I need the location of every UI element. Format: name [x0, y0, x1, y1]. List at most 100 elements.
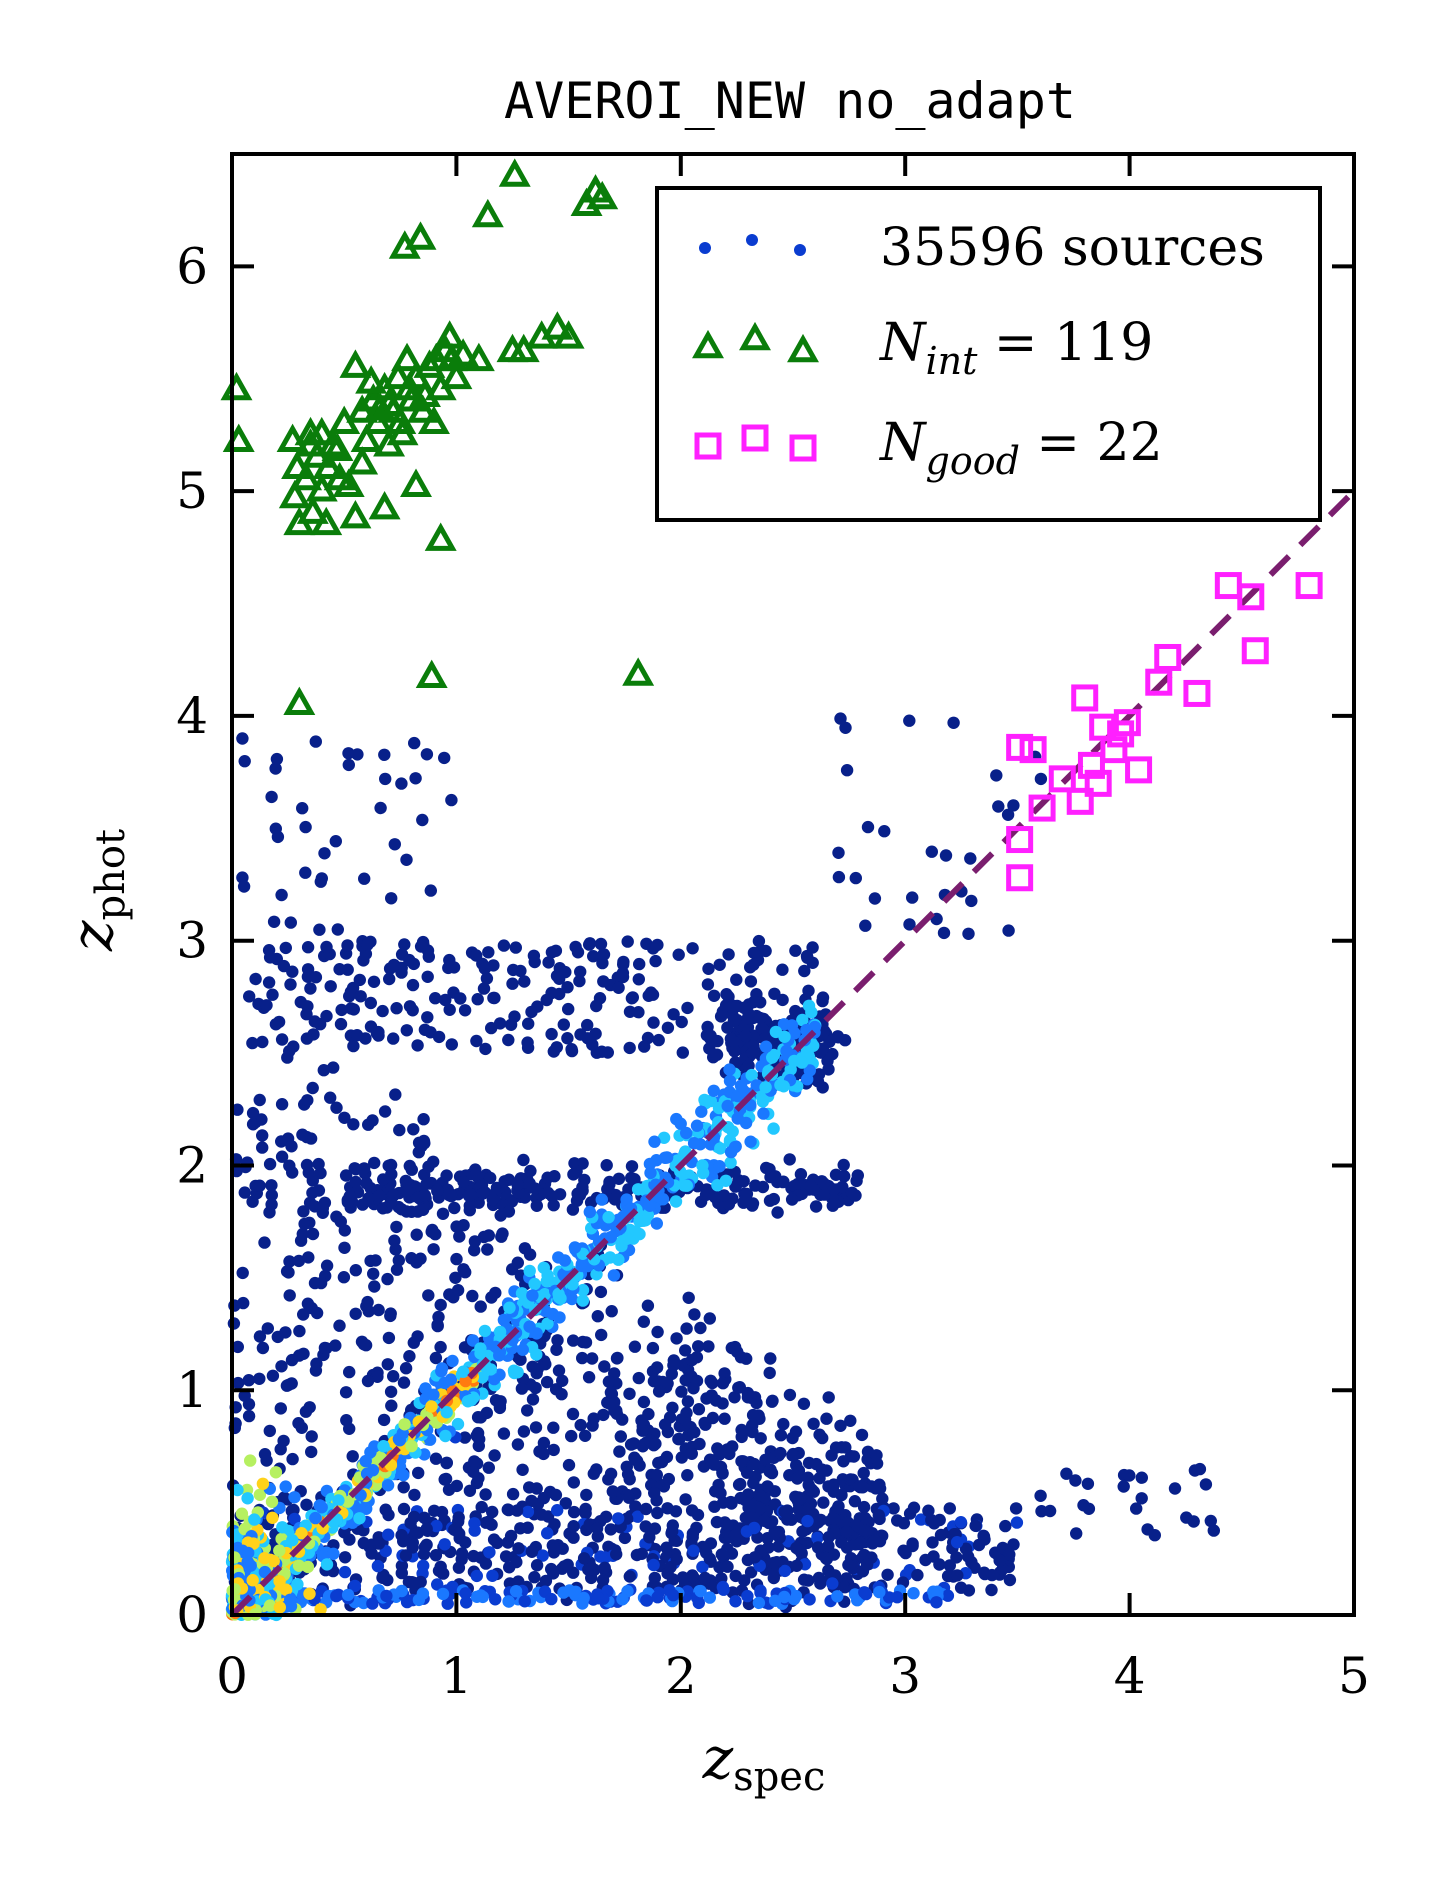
y-tick-label: 0	[176, 1586, 208, 1644]
source-dot	[390, 1263, 404, 1276]
source-dot	[990, 769, 1003, 782]
source-dot	[528, 955, 541, 969]
source-dot	[395, 1529, 408, 1542]
source-dot	[839, 721, 852, 734]
source-dot	[338, 1565, 352, 1579]
source-dot	[646, 1341, 660, 1355]
source-dot	[341, 939, 354, 952]
source-dot	[315, 1501, 328, 1514]
source-dot	[780, 1044, 793, 1058]
source-dot	[605, 1305, 618, 1318]
x-tick-label: 5	[1338, 1647, 1370, 1705]
source-dot	[237, 880, 251, 893]
source-dot	[873, 1585, 886, 1599]
source-dot	[869, 1482, 882, 1495]
source-dot	[302, 1251, 315, 1264]
source-dot	[611, 1351, 624, 1365]
source-dot	[317, 1064, 330, 1077]
source-dot	[644, 1166, 657, 1180]
source-dot	[1199, 1478, 1213, 1491]
source-dot	[947, 716, 960, 729]
source-dot	[545, 1027, 558, 1041]
source-dot	[1204, 1514, 1218, 1528]
source-dot	[348, 1162, 361, 1175]
source-dot	[241, 1492, 254, 1505]
source-dot	[242, 1409, 256, 1423]
x-tick-label: 4	[1114, 1647, 1146, 1705]
source-dot	[488, 1372, 501, 1386]
source-dot	[395, 1559, 409, 1573]
source-dot	[388, 838, 401, 851]
source-dot	[508, 1010, 521, 1023]
source-dot	[832, 846, 845, 859]
source-dot	[493, 1399, 507, 1413]
source-dot	[379, 772, 392, 786]
source-dot	[587, 950, 600, 963]
source-dot	[367, 1267, 380, 1281]
source-dot	[531, 1497, 545, 1511]
source-dot	[722, 948, 735, 961]
source-dot	[301, 1094, 314, 1107]
source-dot	[420, 748, 434, 761]
source-dot	[1007, 799, 1020, 812]
source-dot	[667, 1008, 680, 1021]
source-dot	[716, 1467, 729, 1480]
source-dot	[760, 1161, 773, 1175]
source-dot	[606, 1485, 619, 1498]
chart-title: AVEROI_NEW no_adapt	[504, 72, 1076, 130]
source-dot	[451, 1284, 465, 1297]
source-dot	[306, 1227, 320, 1241]
source-dot	[523, 1264, 536, 1278]
source-dot	[742, 1059, 755, 1072]
source-dot	[450, 1220, 463, 1233]
source-dot	[485, 1518, 498, 1531]
source-dot	[468, 1235, 482, 1248]
source-dot	[343, 1422, 356, 1436]
source-dot	[670, 1332, 683, 1345]
outlier-triangle	[433, 320, 466, 349]
source-dot	[501, 1503, 514, 1516]
source-dot	[531, 1362, 544, 1376]
source-dot	[629, 1500, 642, 1513]
source-dot	[429, 1228, 442, 1241]
source-dot	[338, 1241, 351, 1255]
source-dot	[263, 1206, 276, 1219]
source-dot	[576, 1597, 589, 1610]
x-tick-labels: 0 1 2 3 4 5	[216, 1647, 1370, 1705]
source-dot	[1187, 1515, 1200, 1528]
outlier-triangle	[471, 198, 504, 228]
source-dot	[368, 1280, 381, 1293]
source-dot	[567, 1476, 580, 1489]
source-dot	[1034, 772, 1048, 786]
y-tick-label: 5	[176, 462, 208, 520]
outlier-triangle	[355, 365, 388, 394]
source-dot	[479, 1042, 492, 1056]
outlier-triangle	[404, 221, 437, 250]
source-dot	[369, 1254, 382, 1267]
source-dot	[724, 1145, 738, 1159]
source-dot	[612, 981, 625, 994]
source-dot	[1070, 1527, 1083, 1540]
source-dot	[246, 1106, 260, 1120]
source-dot	[613, 1445, 626, 1458]
source-dot	[313, 923, 326, 936]
source-dot	[493, 1325, 507, 1339]
source-dot	[485, 1291, 498, 1304]
source-dot	[617, 958, 630, 971]
source-dot	[429, 1452, 443, 1465]
source-dot	[318, 1341, 332, 1355]
source-dot	[657, 1131, 671, 1145]
source-dot	[466, 1334, 480, 1347]
source-dot	[231, 1340, 244, 1354]
source-dot	[756, 1022, 769, 1035]
source-dot	[680, 1179, 693, 1192]
source-dot	[285, 1353, 299, 1367]
source-dot	[827, 1512, 841, 1526]
source-dot	[309, 1511, 322, 1525]
source-dot	[968, 1561, 981, 1574]
outlier-triangle	[498, 158, 531, 187]
source-dot	[759, 1040, 773, 1053]
source-dot	[438, 751, 451, 765]
source-dot	[648, 1135, 661, 1148]
source-dot	[387, 1032, 400, 1045]
